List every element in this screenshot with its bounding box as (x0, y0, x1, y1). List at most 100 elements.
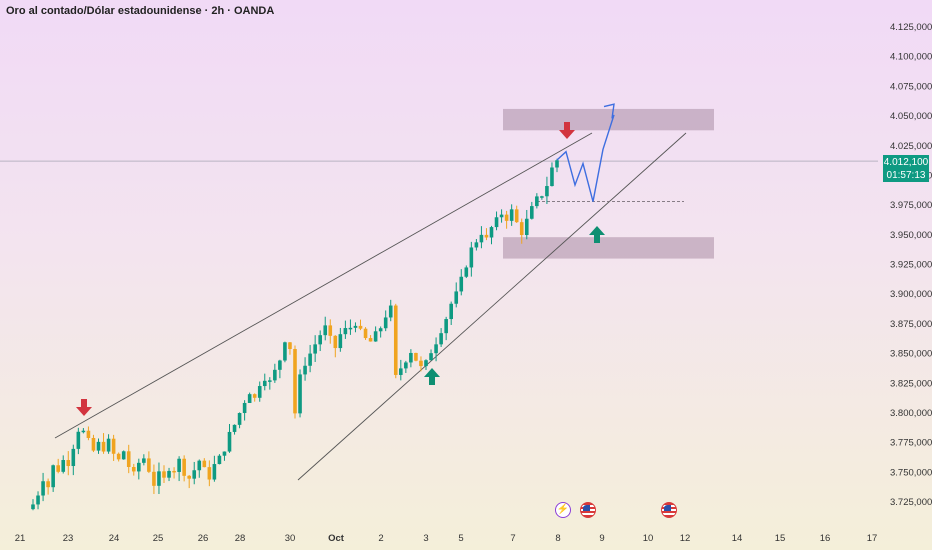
buy-arrow-icon (424, 368, 440, 385)
x-tick-label: 15 (775, 533, 786, 544)
candle-body (177, 458, 181, 472)
candle-body (484, 234, 489, 238)
y-tick-label: 3.850,000 (890, 349, 932, 360)
candle-body (197, 460, 202, 471)
y-tick-label: 3.925,000 (890, 260, 932, 271)
candle-body (247, 394, 252, 403)
x-tick-label: 23 (63, 533, 74, 544)
candle-body (489, 227, 494, 238)
candle-body (293, 349, 297, 414)
candle-body (514, 209, 519, 223)
countdown-value: 01:57:13 (886, 170, 926, 181)
candle-body (454, 291, 459, 304)
y-tick-label: 4.100,000 (890, 52, 932, 63)
us-flag-icon[interactable] (580, 502, 596, 518)
candle-body (353, 325, 358, 328)
current-price-value: 4.012,100 (883, 157, 929, 168)
y-tick-label: 3.800,000 (890, 408, 932, 419)
candle-body (424, 360, 428, 367)
candle-body (202, 460, 207, 468)
candle-body (111, 438, 116, 454)
candle-body (439, 333, 443, 345)
buy-arrow-icon (589, 226, 605, 243)
y-tick-label: 3.775,000 (890, 438, 932, 449)
resistance-zone (503, 108, 714, 131)
y-tick-label: 4.075,000 (890, 81, 932, 92)
candle-body (66, 460, 71, 467)
candle-body (373, 331, 378, 342)
lower-trendline (297, 132, 687, 481)
candle-body (212, 464, 217, 480)
candle-body (81, 430, 86, 433)
candle-body (414, 352, 418, 361)
candle-body (106, 438, 111, 452)
candle-body (51, 465, 55, 488)
candle-body (273, 369, 277, 381)
upper-trendline (54, 132, 593, 439)
candle-body (116, 453, 121, 460)
candle-body (147, 458, 151, 472)
candle-body (323, 325, 328, 336)
x-tick-label: 14 (732, 533, 743, 544)
candle-body (469, 247, 474, 268)
candle-body (540, 196, 544, 198)
candle-body (419, 360, 423, 367)
candle-body (152, 471, 156, 486)
projection-path (556, 114, 615, 202)
candle-body (96, 441, 101, 451)
x-tick-label: Oct (328, 533, 345, 544)
y-tick-label: 3.725,000 (890, 497, 932, 508)
sell-arrow-icon (76, 399, 92, 416)
support-zone (503, 237, 714, 259)
us-flag-icon[interactable] (661, 502, 677, 518)
x-tick-label: 5 (458, 533, 463, 544)
candle-body (31, 504, 35, 510)
candle-body (278, 360, 282, 370)
candle-body (535, 196, 539, 207)
candle-body (444, 319, 448, 334)
candle-body (162, 471, 166, 478)
candle-body (393, 305, 398, 375)
candle-body (378, 328, 383, 332)
candle-body (217, 455, 222, 465)
candle-body (167, 470, 171, 478)
candle-body (121, 451, 126, 460)
candle-body (187, 475, 191, 479)
x-tick-label: 30 (285, 533, 296, 544)
candle-body (519, 222, 524, 235)
candle-body (252, 394, 257, 398)
candle-body (409, 352, 413, 363)
candle-body (76, 431, 81, 449)
y-tick-label: 3.950,000 (890, 230, 932, 241)
x-tick-label: 17 (867, 533, 878, 544)
candle-body (46, 481, 50, 488)
candle-body (363, 328, 368, 339)
candle-body (459, 276, 464, 292)
candle-body (313, 344, 317, 354)
candle-body (333, 335, 338, 349)
candle-body (61, 460, 66, 472)
candle-body (257, 386, 262, 398)
candle-body (555, 160, 559, 168)
candle-body (434, 344, 438, 354)
x-tick-label: 7 (510, 533, 515, 544)
candle-body (464, 267, 469, 277)
sell-arrow-icon (559, 122, 575, 139)
candle-body (288, 342, 292, 350)
candle-body (399, 368, 403, 375)
candle-body (142, 458, 146, 463)
current-price-tag: 4.012,100 01:57:13 (883, 155, 929, 182)
candle-body (71, 448, 76, 467)
candle-body (126, 451, 131, 468)
y-tick-label: 4.025,000 (890, 141, 932, 152)
candle-body (524, 218, 529, 235)
flash-icon[interactable]: ⚡ (555, 502, 571, 518)
candle-body (91, 437, 96, 451)
projection-arrowhead (603, 103, 615, 119)
candle-body (207, 467, 212, 480)
candle-body (157, 471, 161, 486)
candle-body (283, 342, 287, 361)
y-tick-label: 3.900,000 (890, 289, 932, 300)
x-tick-label: 28 (235, 533, 246, 544)
